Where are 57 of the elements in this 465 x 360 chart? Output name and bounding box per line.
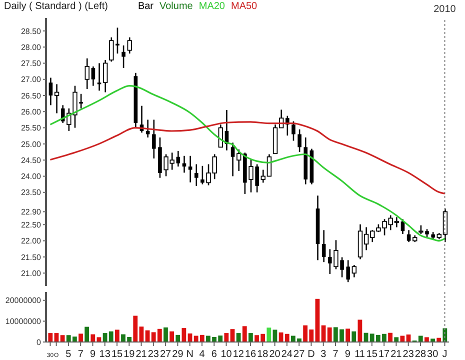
x-tick-label: N (186, 349, 194, 360)
y-tick-label: 25.00 (20, 140, 42, 149)
x-tick-label: 16 (244, 349, 257, 360)
y-tick-label: 24.00 (20, 172, 42, 182)
x-tick-label: 21 (136, 349, 148, 360)
x-tick-label: 30 (427, 349, 439, 360)
y-tick-label: 22.50 (20, 220, 42, 230)
x-tick-label: 23 (402, 349, 414, 360)
x-tick-label: 29 (172, 349, 184, 360)
x-tick-label: 6 (211, 349, 218, 360)
x-tick-label: D (308, 349, 315, 360)
y-tick-label: 28.50 (20, 26, 42, 36)
x-tick-label: 19 (124, 349, 136, 360)
text: MA20 (198, 1, 225, 12)
text: MA50 (230, 1, 258, 12)
x-tick-label: 9 (90, 349, 96, 360)
x-tick-label: 12 (232, 349, 244, 360)
x-tick-label: 24 (281, 349, 293, 360)
y-tick-label: 27.00 (20, 75, 42, 84)
y-tick-label: 10000000 (5, 317, 42, 326)
y-tick-label: 26.50 (20, 91, 42, 100)
ref-line-label: 2010 (434, 4, 456, 15)
y-tick-label: 21.50 (20, 252, 42, 262)
x-tick-label: 5 (66, 349, 72, 360)
y-tick-label: 28.00 (20, 42, 42, 52)
y-tick-label: 20000000 (5, 296, 42, 306)
text: Bar (138, 1, 154, 12)
x-tick-label: 9 (344, 349, 351, 360)
y-tick-label: 22.00 (20, 236, 42, 246)
x-tick-label: 13 (99, 349, 111, 360)
y-tick-label: 25.50 (20, 124, 42, 133)
x-tick-label: J (442, 349, 448, 360)
x-tick-label: 10 (220, 349, 232, 360)
x-tick-label: 21 (390, 349, 402, 360)
x-tick-label: 7 (332, 349, 339, 360)
x-tick-label: 20 (269, 349, 281, 360)
x-tick-label: 3 (320, 349, 327, 360)
y-tick-label: 0 (36, 338, 42, 347)
x-tick-label: 11 (354, 349, 366, 360)
y-tick-label: 27.50 (20, 59, 42, 68)
x-tick-label: 4 (199, 349, 206, 360)
x-tick-label: 27 (160, 349, 172, 360)
chart-title: Daily ( Standard ) (Left) (4, 1, 108, 12)
y-tick-label: 23.50 (20, 188, 42, 198)
y-tick-label: 21.00 (20, 268, 42, 278)
y-tick-label: 24.50 (20, 156, 42, 165)
y-tick-label: 26.00 (20, 107, 42, 116)
x-tick-label: 15 (111, 349, 124, 360)
x-tick-label: 17 (378, 349, 390, 360)
text: Volume (160, 1, 193, 12)
x-tick-label: 27 (294, 349, 306, 360)
x-tick-label: 23 (148, 349, 160, 360)
x-tick-label: 28 (414, 349, 426, 360)
x-tick-label: 7 (78, 349, 84, 360)
y-tick-label: 22.90 (20, 208, 42, 217)
x-tick-label: 18 (257, 349, 269, 360)
x-tick-label: 15 (366, 349, 378, 360)
